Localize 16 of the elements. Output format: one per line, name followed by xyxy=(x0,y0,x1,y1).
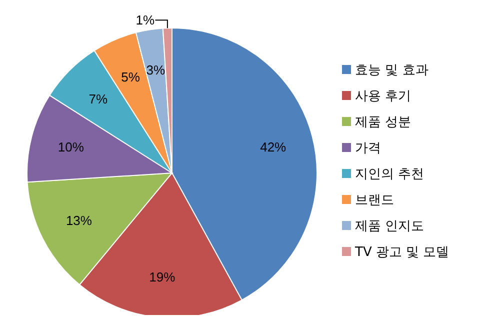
legend-label: 브랜드 xyxy=(355,192,394,208)
legend-label: 효능 및 효과 xyxy=(355,62,428,78)
legend-label: 가격 xyxy=(355,140,381,156)
data-label: 1% xyxy=(136,12,156,28)
legend-label: TV 광고 및 모델 xyxy=(355,244,450,260)
data-label: 19% xyxy=(149,269,176,284)
data-label: 13% xyxy=(66,212,92,228)
data-label: 5% xyxy=(121,70,140,85)
legend-label: 제품 인지도 xyxy=(355,218,424,234)
data-label: 42% xyxy=(260,140,287,155)
legend-label: 제품 성분 xyxy=(355,114,412,130)
data-label: 10% xyxy=(58,140,84,155)
data-label: 3% xyxy=(146,62,166,78)
legend-label: 지인의 추천 xyxy=(355,166,424,182)
data-label: 7% xyxy=(88,92,108,107)
legend-label: 사용 후기 xyxy=(355,88,412,104)
